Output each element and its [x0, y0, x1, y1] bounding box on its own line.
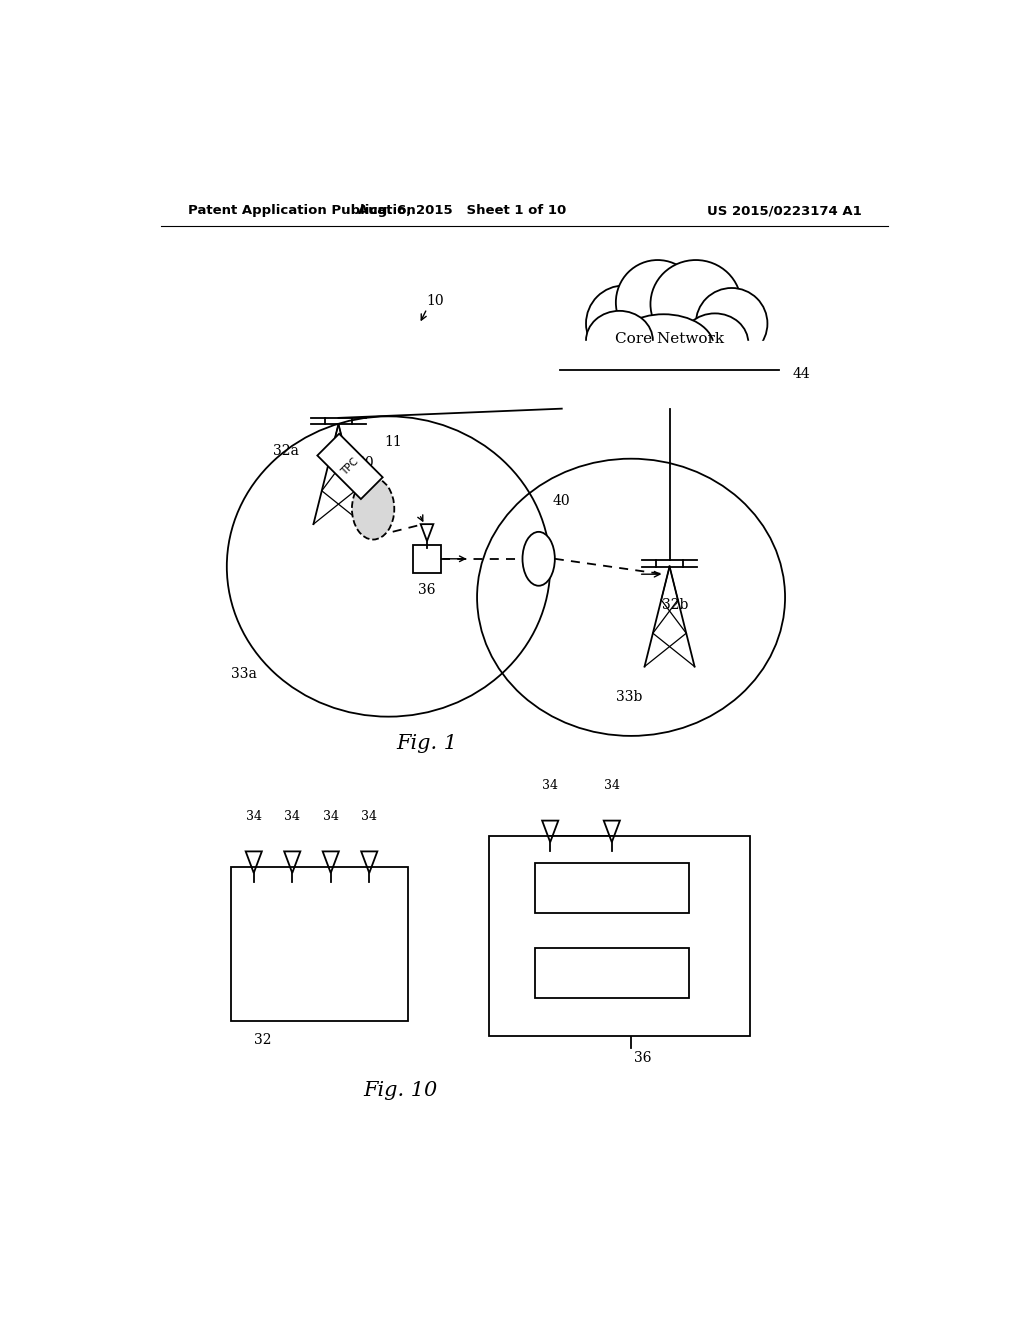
Text: 40: 40 [356, 455, 374, 470]
Ellipse shape [586, 285, 663, 362]
Bar [535, 948, 689, 998]
Text: Fig. 10: Fig. 10 [362, 1081, 437, 1100]
Text: Processor: Processor [577, 966, 647, 979]
Text: UE: UE [498, 846, 520, 859]
Text: 34: 34 [246, 810, 262, 824]
Text: Base station: Base station [267, 936, 371, 952]
Bar [556, 341, 783, 391]
Text: 34: 34 [285, 810, 300, 824]
FancyBboxPatch shape [317, 434, 383, 499]
Text: 36: 36 [634, 1051, 651, 1065]
Text: 44: 44 [793, 367, 811, 381]
Text: 34: 34 [604, 779, 620, 792]
Text: 36: 36 [418, 582, 436, 597]
Bar [535, 863, 689, 913]
Text: 32b: 32b [662, 598, 688, 612]
Ellipse shape [682, 313, 749, 372]
Text: 32: 32 [254, 1034, 271, 1047]
Ellipse shape [615, 260, 699, 345]
Text: 34: 34 [361, 810, 377, 824]
Text: 11: 11 [385, 434, 402, 449]
Text: Patent Application Publication: Patent Application Publication [188, 205, 416, 218]
Text: Aug. 6, 2015   Sheet 1 of 10: Aug. 6, 2015 Sheet 1 of 10 [357, 205, 566, 218]
Ellipse shape [586, 312, 653, 370]
Ellipse shape [352, 478, 394, 540]
Text: Core Network: Core Network [615, 333, 724, 346]
Text: 37: 37 [695, 887, 713, 902]
Text: Fig. 1: Fig. 1 [396, 734, 458, 754]
Ellipse shape [613, 314, 714, 379]
Ellipse shape [650, 260, 741, 348]
Bar [413, 545, 441, 573]
Text: 38: 38 [695, 972, 713, 986]
Text: US 2015/0223174 A1: US 2015/0223174 A1 [708, 205, 862, 218]
Text: Transceiver: Transceiver [569, 880, 653, 895]
Bar [230, 867, 408, 1020]
Text: 33b: 33b [615, 690, 642, 705]
Bar [488, 836, 751, 1036]
Ellipse shape [696, 288, 767, 359]
Text: 34: 34 [543, 779, 558, 792]
Text: TPC: TPC [339, 455, 360, 477]
Text: 34: 34 [323, 810, 339, 824]
Text: 10: 10 [426, 294, 443, 308]
Ellipse shape [522, 532, 555, 586]
Text: 33a: 33a [230, 668, 257, 681]
Text: 32a: 32a [273, 444, 299, 458]
Text: 40: 40 [553, 494, 570, 508]
